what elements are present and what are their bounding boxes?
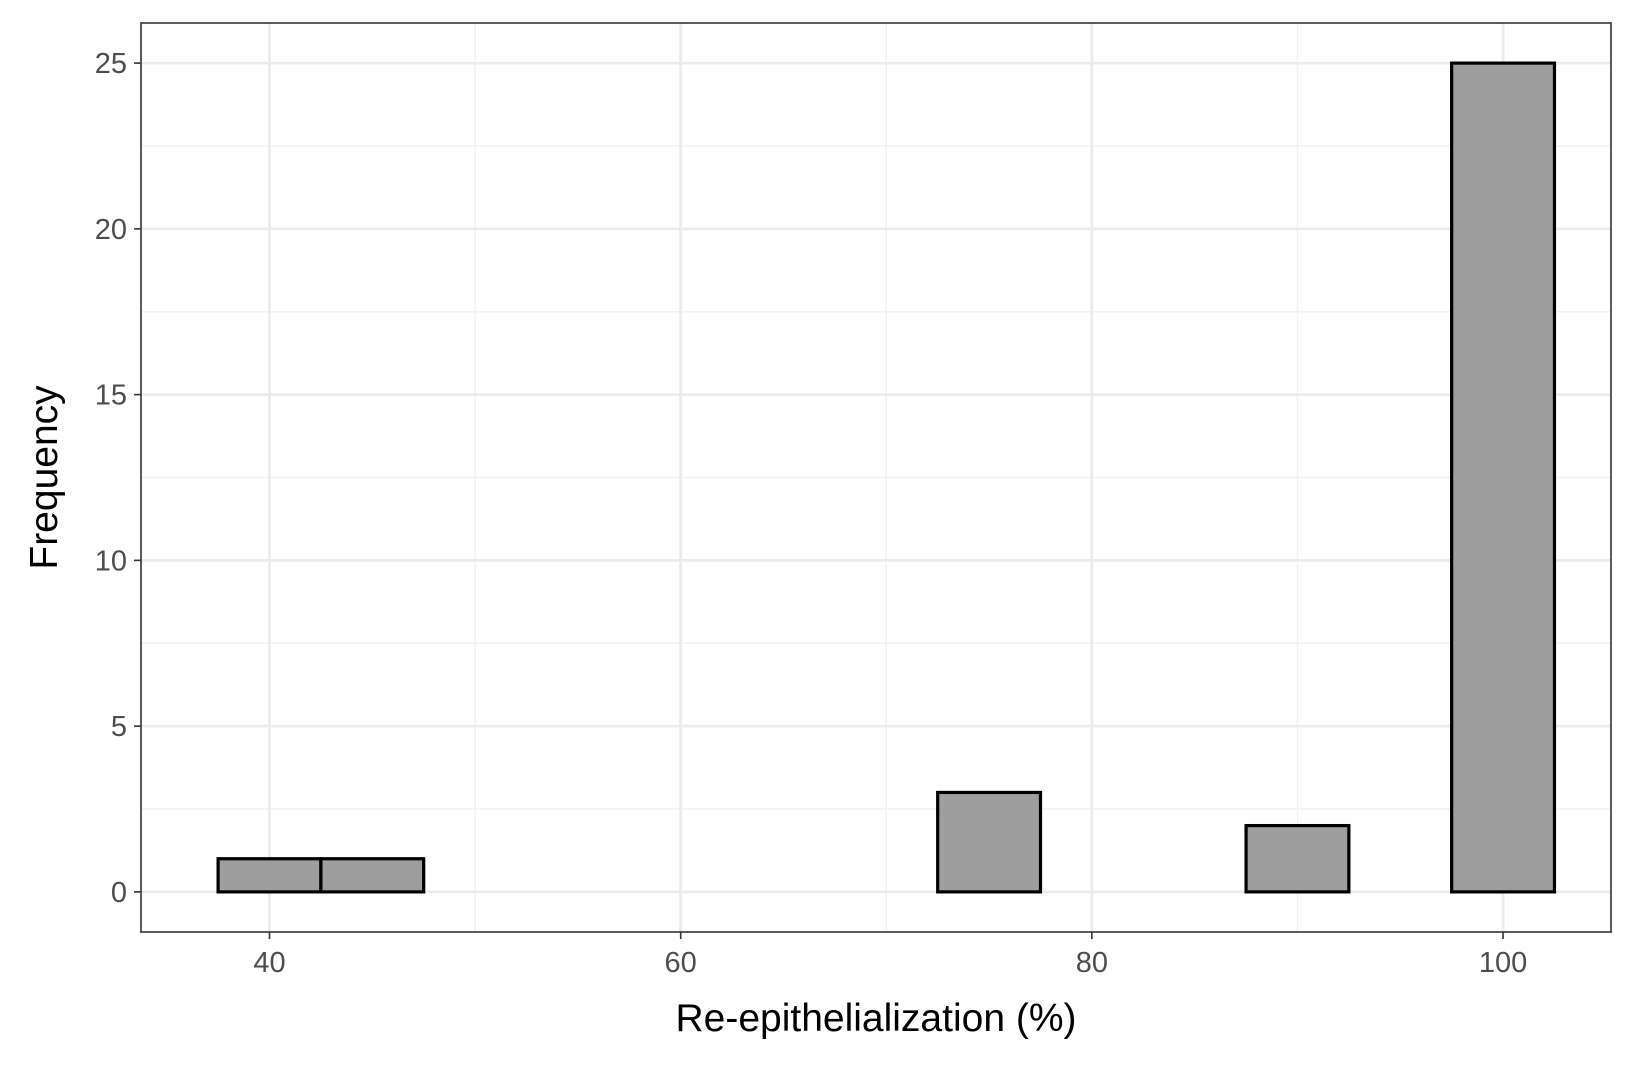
histogram-bar-7 bbox=[936, 790, 1043, 894]
x-tick-label-0: 40 bbox=[253, 947, 285, 979]
histogram-bar-10 bbox=[1244, 823, 1351, 894]
panel-border bbox=[140, 22, 1612, 933]
histogram-bars bbox=[216, 61, 1557, 894]
y-tick-label-0: 0 bbox=[111, 877, 127, 909]
x-tick-label-2: 80 bbox=[1076, 947, 1108, 979]
y-tick-label-2: 10 bbox=[95, 545, 127, 577]
y-tick-label-3: 15 bbox=[95, 380, 127, 412]
y-tick-label-4: 20 bbox=[95, 214, 127, 246]
histogram-bar-0 bbox=[216, 857, 323, 894]
y-tick-label-5: 25 bbox=[95, 48, 127, 80]
histogram-bar-1 bbox=[319, 857, 426, 894]
x-axis: 40 60 80 100 bbox=[253, 932, 1527, 979]
minor-gridlines bbox=[141, 23, 1611, 932]
y-tick-label-1: 5 bbox=[111, 711, 127, 743]
x-tick-label-1: 60 bbox=[665, 947, 697, 979]
x-tick-label-3: 100 bbox=[1479, 947, 1527, 979]
histogram-bar-12 bbox=[1450, 61, 1557, 894]
y-axis-title: Frequency bbox=[23, 385, 66, 570]
y-axis: 0 5 10 15 20 25 bbox=[95, 48, 141, 909]
x-axis-title: Re-epithelialization (%) bbox=[675, 997, 1076, 1040]
